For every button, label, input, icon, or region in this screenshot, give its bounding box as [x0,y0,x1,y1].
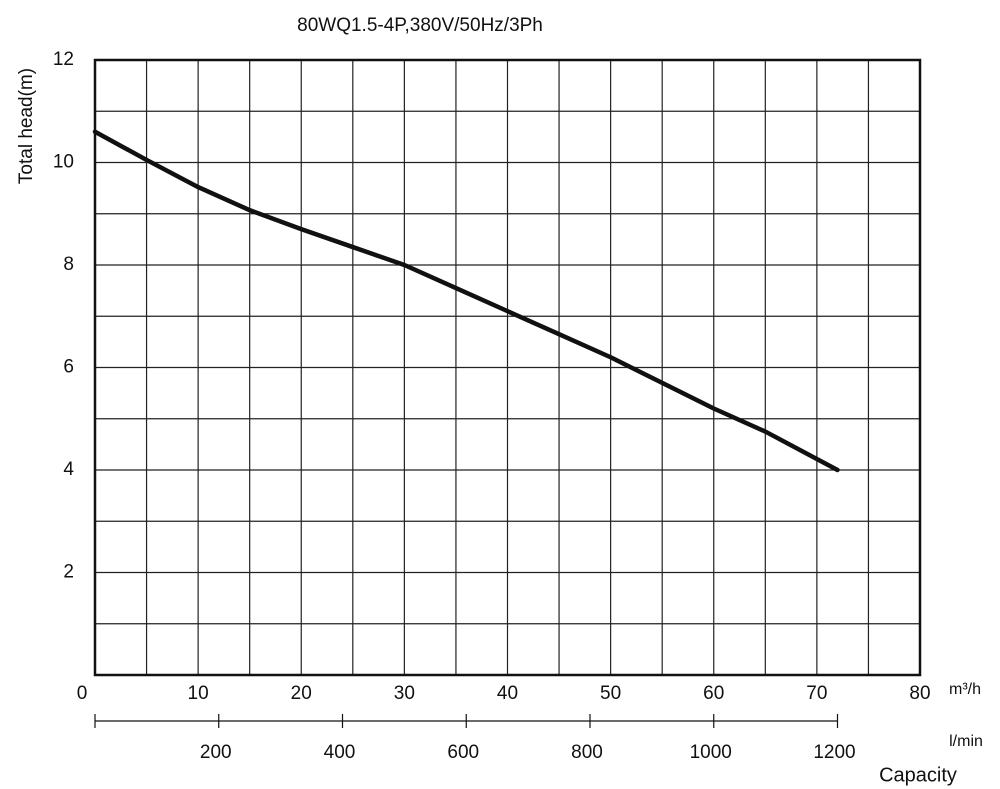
y-tick-label: 12 [53,49,74,70]
y-tick-label: 8 [63,254,74,275]
plot-frame [93,58,922,677]
x2-tick-label: 1000 [690,742,732,763]
x-tick-label: 70 [806,683,827,704]
x-tick-label: 80 [909,683,930,704]
x-tick-label: 60 [703,683,724,704]
y-axis-label: Total head(m) [16,68,37,184]
x2-tick-label: 1200 [813,742,855,763]
x-tick-label: 40 [497,683,518,704]
x2-unit: l/min [949,733,983,750]
x-axis-label: Capacity [879,764,957,786]
head-curve [92,129,840,473]
x2-tick-label: 400 [324,742,356,763]
x-tick-label: 0 [77,683,88,704]
x-tick-label: 50 [600,683,621,704]
x-tick-label: 30 [394,683,415,704]
x2-tick-label: 600 [447,742,479,763]
x2-tick-label: 200 [200,742,232,763]
x-tick-label: 20 [291,683,312,704]
y-tick-label: 6 [63,357,74,378]
x2-tick-label: 800 [571,742,603,763]
x-unit: m³/h [949,681,981,698]
y-tick-label: 10 [53,152,74,173]
y-tick-label: 2 [63,562,74,583]
x-tick-label: 10 [188,683,209,704]
chart-title: 80WQ1.5-4P,380V/50Hz/3Ph [297,15,543,36]
y-tick-label: 4 [63,459,74,480]
